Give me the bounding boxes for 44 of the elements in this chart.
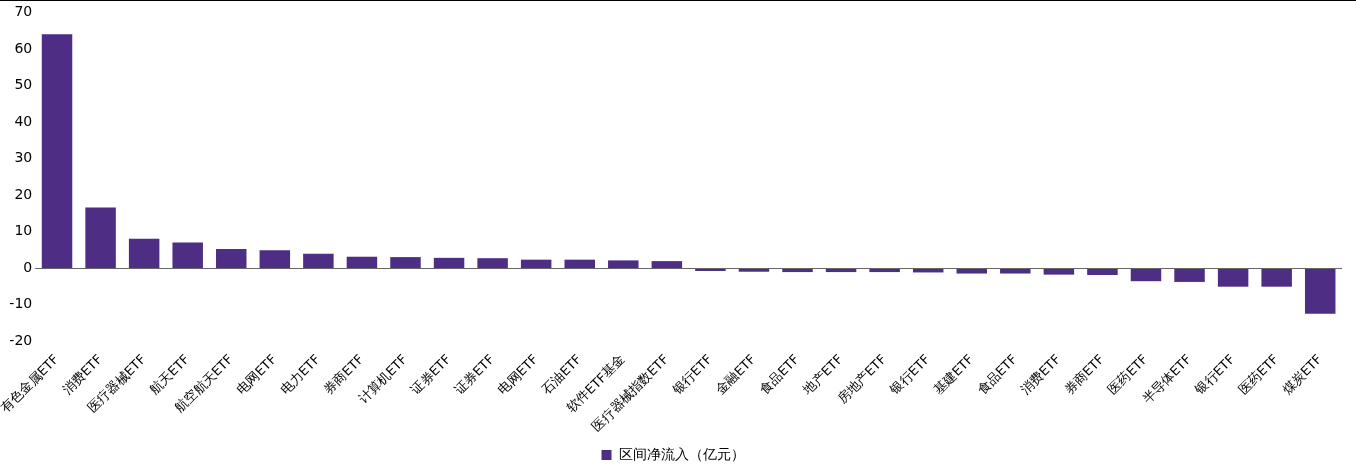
bar xyxy=(1174,268,1205,282)
bar xyxy=(172,242,203,269)
x-tick-label: 煤炭ETF xyxy=(1279,351,1325,398)
bar xyxy=(608,260,639,269)
y-tick-label: 40 xyxy=(14,112,33,129)
x-tick-label: 银行ETF xyxy=(1191,351,1238,398)
y-tick-label: 0 xyxy=(23,258,33,275)
y-tick-label: -10 xyxy=(9,295,33,312)
x-tick-label: 电网ETF xyxy=(233,351,280,398)
bar xyxy=(346,256,378,269)
bar xyxy=(1261,268,1292,287)
bar xyxy=(651,261,683,269)
bar xyxy=(1217,268,1249,287)
x-tick-label: 证券ETF xyxy=(407,351,454,398)
x-tick-label: 基建ETF xyxy=(930,351,977,398)
x-tick-label: 银行ETF xyxy=(886,351,933,398)
bar xyxy=(433,257,465,269)
y-tick-label: -20 xyxy=(9,331,33,348)
bar xyxy=(41,34,73,269)
y-tick-label: 10 xyxy=(14,222,33,239)
x-tick-label: 医药ETF xyxy=(1235,351,1282,398)
x-tick-label: 券商ETF xyxy=(1061,351,1107,398)
x-tick-label: 食品ETF xyxy=(756,351,803,398)
legend-label: 区间净流入（亿元） xyxy=(618,445,745,462)
x-tick-label: 电力ETF xyxy=(277,351,323,398)
bar xyxy=(390,257,421,269)
bar xyxy=(128,238,160,269)
x-tick-label: 食品ETF xyxy=(974,351,1020,398)
y-tick-label: 70 xyxy=(14,3,33,20)
y-tick-label: 50 xyxy=(14,76,33,93)
bar xyxy=(1130,268,1162,282)
bar xyxy=(85,207,116,269)
bar xyxy=(216,249,247,269)
x-tick-label: 银行ETF xyxy=(668,351,715,398)
bar xyxy=(1304,268,1336,314)
y-tick-label: 20 xyxy=(14,185,33,202)
bar xyxy=(477,258,508,269)
bar xyxy=(303,253,334,269)
y-tick-label: 60 xyxy=(14,39,33,56)
bar xyxy=(520,259,552,269)
bar xyxy=(564,259,595,269)
bar xyxy=(259,250,291,269)
x-tick-label: 消费ETF xyxy=(1017,351,1064,398)
y-tick-label: 30 xyxy=(14,149,33,166)
